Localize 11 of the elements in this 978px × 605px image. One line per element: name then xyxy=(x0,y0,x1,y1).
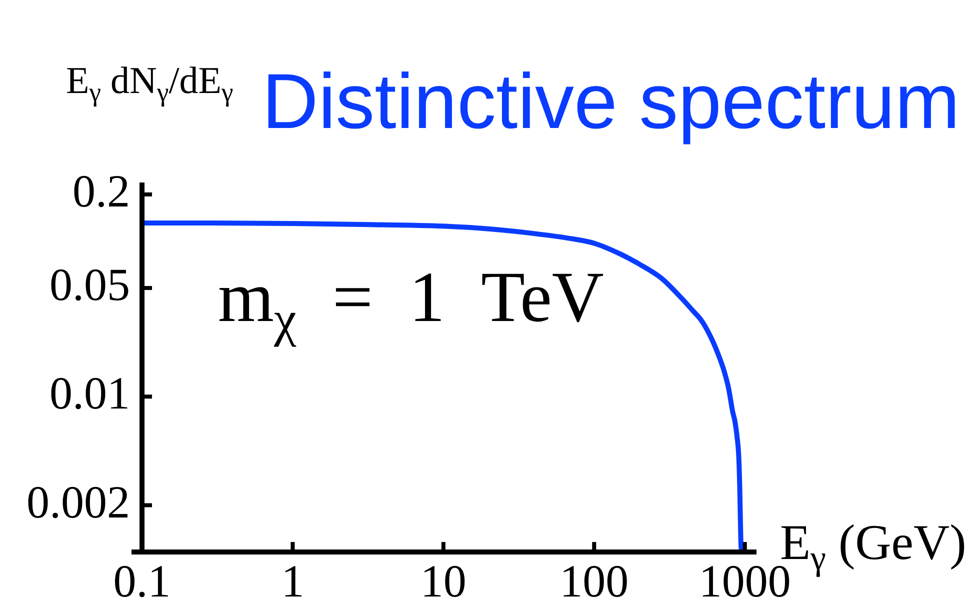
y-tick-label: 0.2 xyxy=(72,166,130,217)
x-tick-label: 100 xyxy=(560,556,629,605)
annotation: m$_{χ}$ = 1 TeV xyxy=(218,257,604,348)
y-tick-label: 0.05 xyxy=(50,259,130,310)
x-tick-label: 1 xyxy=(281,556,304,605)
chart-title: Distinctive spectrum xyxy=(262,57,960,145)
x-tick-label: 10 xyxy=(420,556,466,605)
x-tick-label: 0.1 xyxy=(113,556,171,605)
y-axis-title: E$_{γ}$ dN$_{γ}$/dE$_{γ}$ xyxy=(66,60,234,107)
y-tick-label: 0.01 xyxy=(50,368,130,419)
y-tick-label: 0.002 xyxy=(26,476,130,528)
